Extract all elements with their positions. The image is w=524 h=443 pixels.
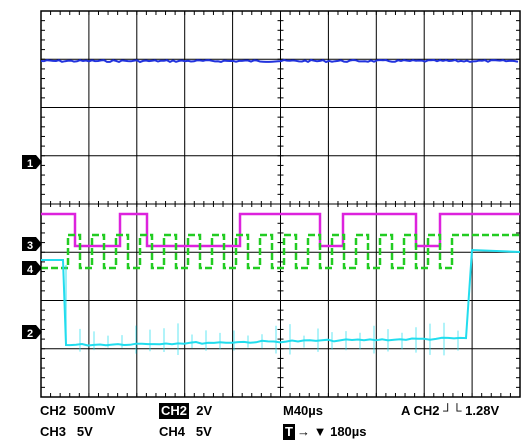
timebase-readout: M40µs [283,403,324,418]
ch4-readout: CH4 5V [159,424,212,440]
ch3-label: CH3 [40,424,67,439]
marker-ch1: 1 [22,155,42,170]
trigger-position-readout: T → ▼ 180µs [283,424,367,440]
marker-ch1-label: 1 [27,158,33,170]
ch3-trace [41,212,520,248]
marker-ch2: 2 [22,325,42,340]
ch4-trace [41,233,520,270]
ch4-scale: 5V [195,424,212,439]
marker-ch3: 3 [22,237,42,252]
trigger-position-value: → ▼ 180µs [297,424,367,439]
ch2-boxed-readout: CH2 2V [159,403,212,419]
channel-markers: 1 3 4 2 [22,155,42,340]
marker-ch2-label: 2 [27,328,33,340]
graticule [40,10,521,398]
ch4-label: CH4 [159,424,186,439]
ch3-scale: 5V [76,424,93,439]
ch2-readout: CH2 500mV [40,403,115,419]
ch2-scale: 500mV [73,403,116,418]
trigger-readout: A CH2 ┘└ 1.28V [401,403,500,418]
marker-ch4-label: 4 [27,264,34,276]
trigger-position-icon: T [283,424,295,440]
ch2-noise-spikes [65,265,459,356]
ch1-trace [40,58,519,64]
ch2-box-scale: 2V [196,403,213,418]
marker-ch3-label: 3 [27,240,33,252]
ch2-label: CH2 [40,403,67,418]
ch3-readout: CH3 5V [40,424,93,440]
ch2-box-label: CH2 [159,403,190,419]
ch2-trace [41,248,521,347]
marker-ch4: 4 [22,261,42,276]
waveforms [40,58,521,356]
